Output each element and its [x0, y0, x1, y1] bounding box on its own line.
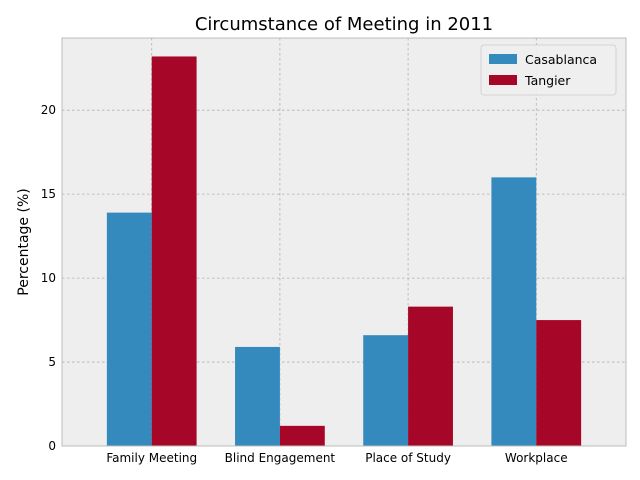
x-tick-label: Family Meeting: [106, 451, 197, 465]
legend-swatch: [489, 54, 517, 64]
legend-label: Casablanca: [525, 52, 597, 67]
bar-casablanca-workplace: [491, 177, 537, 446]
x-tick-label: Workplace: [505, 451, 568, 465]
bars: [106, 56, 582, 446]
legend-swatch: [489, 75, 517, 85]
bar-casablanca-family-meeting: [106, 212, 152, 446]
legend: Casablanca Tangier: [480, 44, 617, 96]
y-tick-label: 5: [48, 355, 56, 369]
bar-casablanca-blind-engagement: [235, 346, 280, 446]
y-tick-label: 0: [48, 439, 56, 453]
bar-tangier-blind-engagement: [279, 425, 325, 446]
y-tick-label: 10: [41, 271, 56, 285]
x-axis-ticks: Family Meeting Blind Engagement Place of S…: [106, 451, 567, 465]
x-tick-label: Blind Engagement: [225, 451, 336, 465]
y-tick-label: 20: [41, 103, 56, 117]
y-axis-label: Percentage (%): [16, 188, 32, 295]
bar-casablanca-place-of-study: [363, 335, 409, 446]
plot-frame: [61, 37, 627, 447]
bar-tangier-place-of-study: [408, 306, 453, 446]
y-axis-ticks: 0 5 10 15 20: [41, 103, 56, 453]
chart-title: Circumstance of Meeting in 2011: [195, 14, 493, 35]
bar-tangier-family-meeting: [151, 56, 197, 446]
legend-label: Tangier: [524, 73, 571, 88]
x-tick-label: Place of Study: [365, 451, 451, 465]
bar-tangier-workplace: [536, 320, 582, 446]
y-tick-label: 15: [41, 187, 56, 201]
